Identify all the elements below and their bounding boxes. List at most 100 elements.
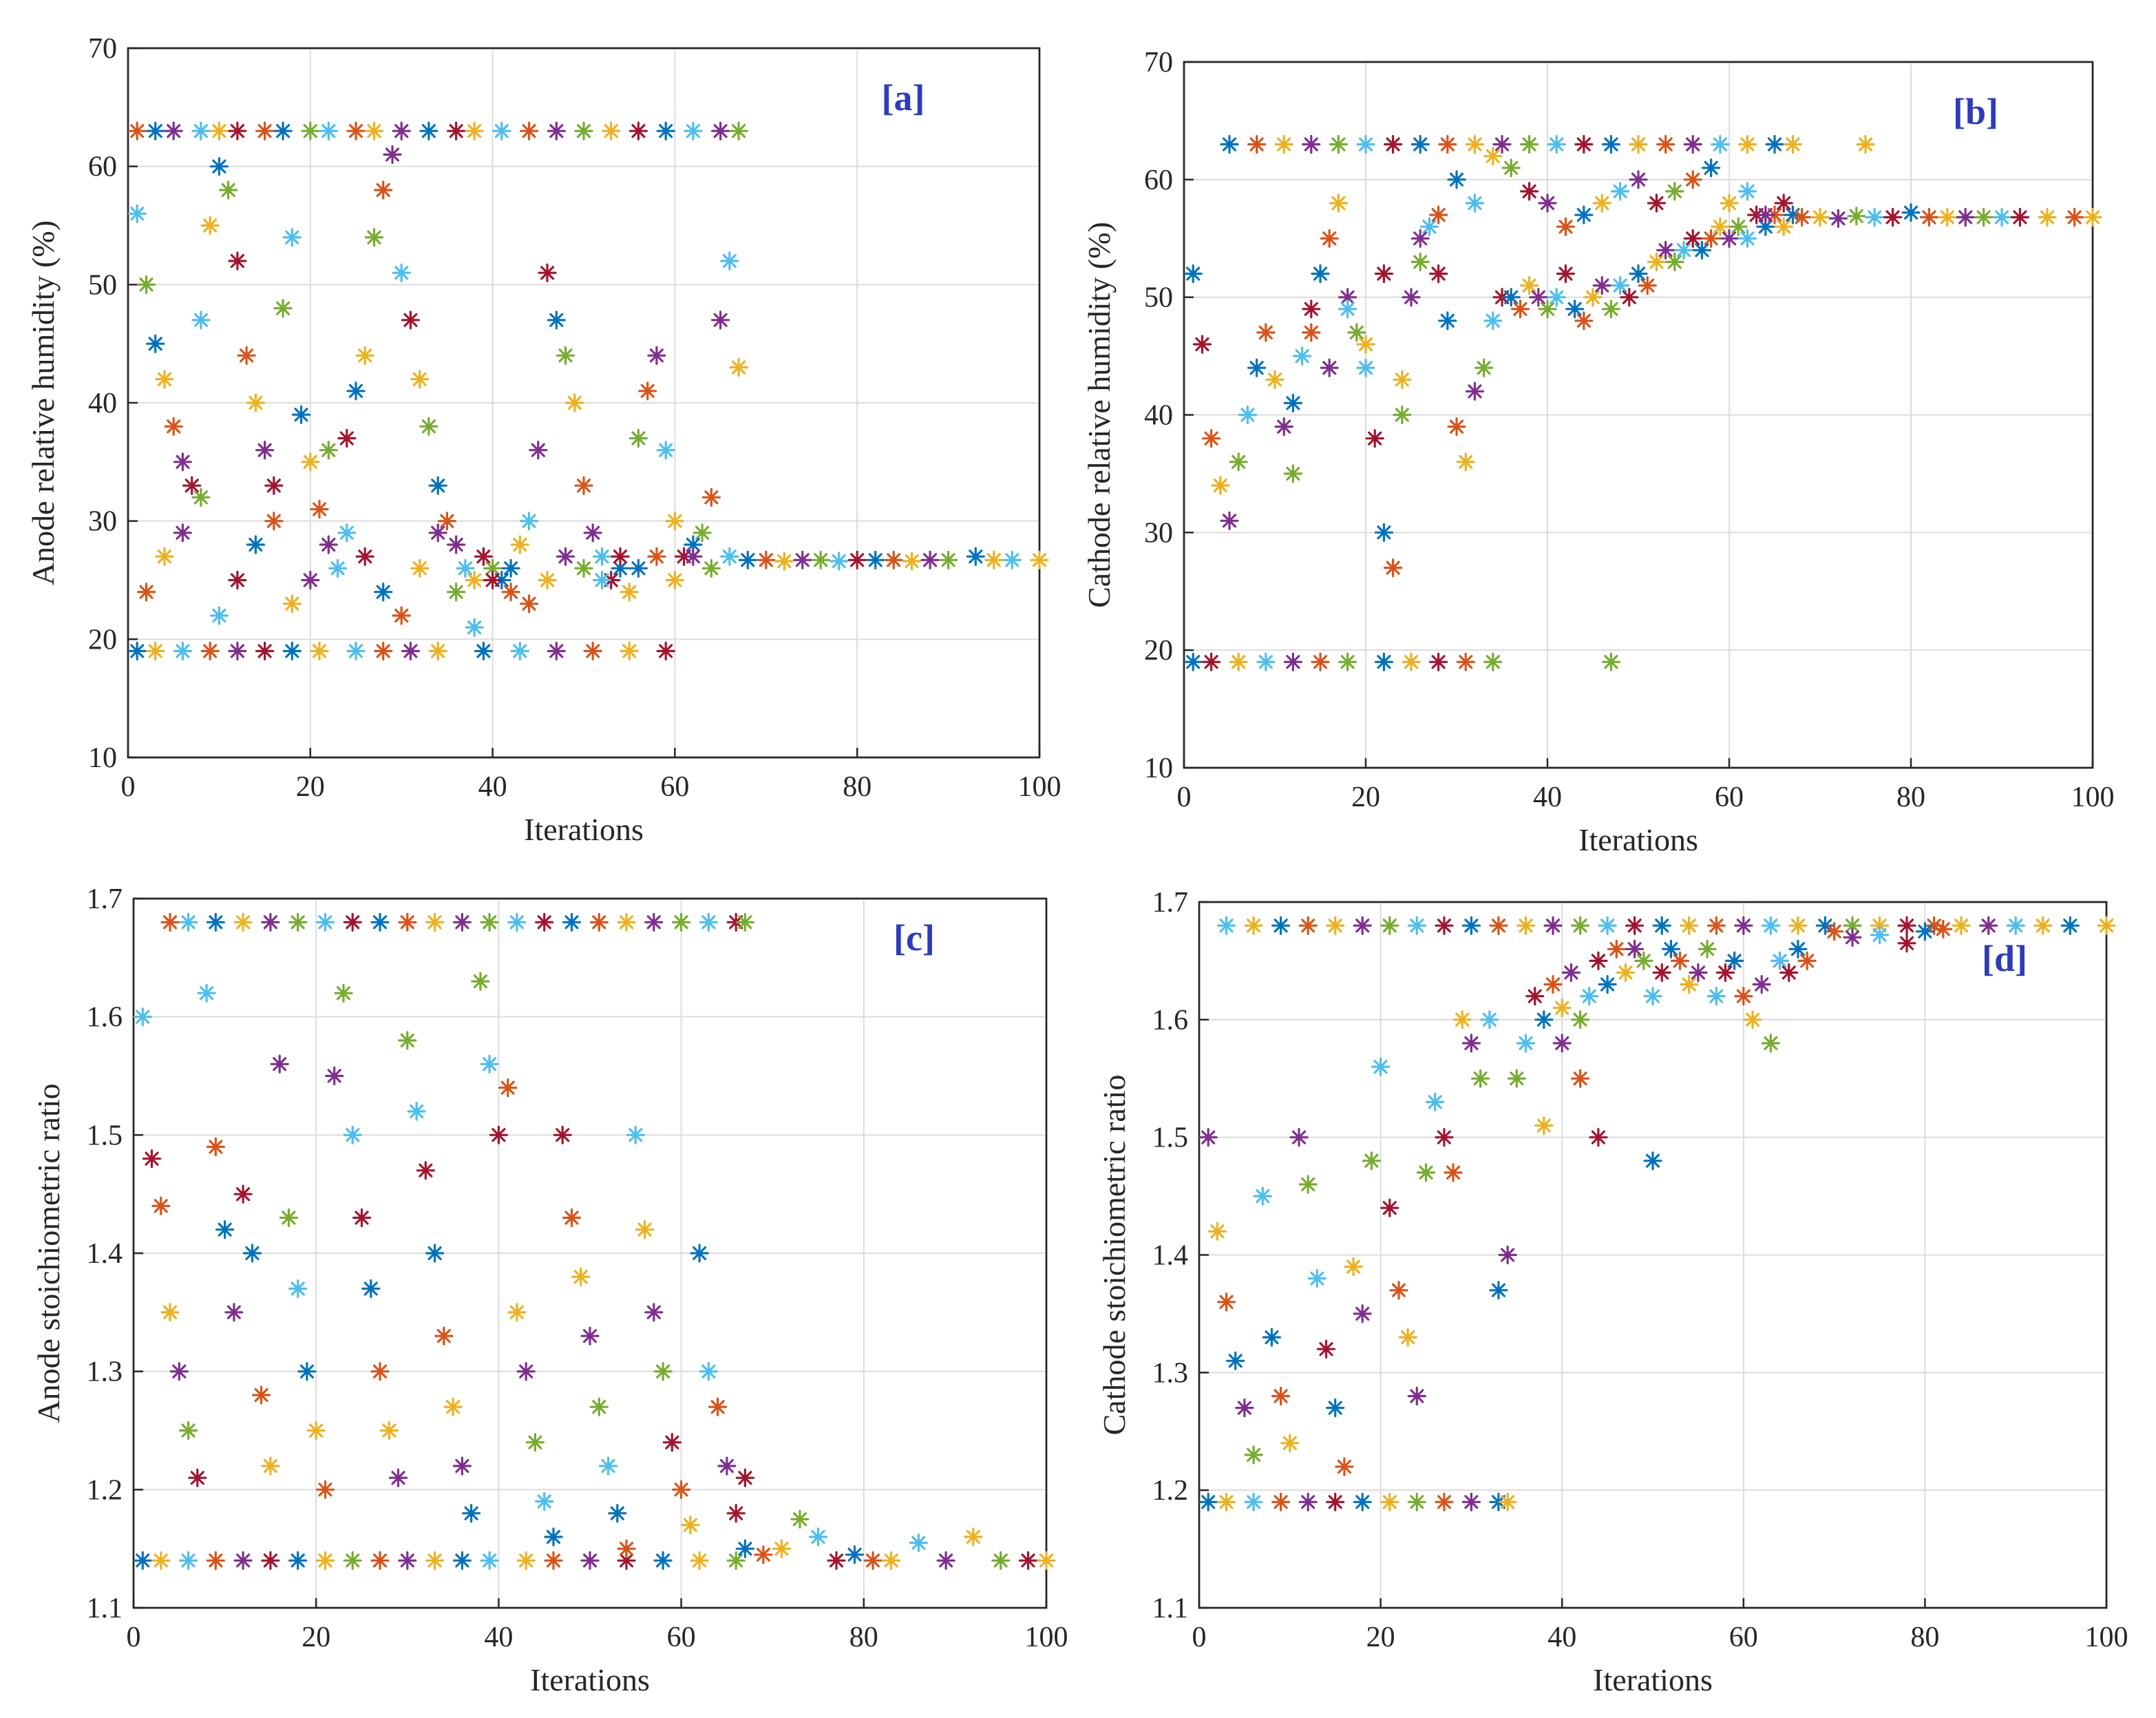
data-point-asterisk: [1652, 963, 1671, 983]
data-point-asterisk: [133, 1007, 152, 1027]
data-point-asterisk: [1737, 135, 1757, 154]
data-point-asterisk: [829, 552, 849, 571]
data-point-asterisk: [684, 535, 703, 554]
data-point-asterisk: [535, 912, 554, 932]
data-point-asterisk: [1788, 916, 1808, 935]
data-point-asterisk: [516, 1551, 536, 1570]
data-point-asterisk: [209, 157, 229, 176]
y-tick-label: 1.4: [1152, 1240, 1189, 1272]
data-point-asterisk: [1589, 1128, 1608, 1147]
data-point-asterisk: [1734, 987, 1753, 1006]
data-point-asterisk: [1456, 452, 1475, 472]
data-point-asterisk: [1534, 1116, 1554, 1135]
data-point-asterisk: [1661, 939, 1680, 958]
data-point-asterisk: [173, 641, 192, 661]
data-point-asterisk: [315, 912, 335, 932]
data-point-asterisk: [690, 1244, 709, 1263]
data-point-asterisk: [160, 912, 180, 932]
data-point-asterisk: [1338, 300, 1357, 319]
data-point-asterisk: [233, 912, 253, 932]
data-point-asterisk: [708, 1397, 728, 1416]
data-point-asterisk: [611, 558, 630, 578]
data-point-asterisk: [1974, 207, 1994, 227]
data-point-asterisk: [1030, 550, 1049, 569]
data-point-asterisk: [1828, 209, 1848, 228]
data-point-asterisk: [1244, 1445, 1263, 1465]
data-point-asterisk: [209, 121, 229, 140]
data-point-asterisk: [191, 121, 211, 140]
data-point-asterisk: [310, 499, 329, 519]
data-point-asterisk: [720, 251, 739, 271]
data-point-asterisk: [574, 558, 593, 578]
data-point-asterisk: [672, 912, 691, 932]
data-point-asterisk: [388, 1468, 408, 1487]
data-point-asterisk: [282, 594, 302, 614]
data-point-asterisk: [1543, 975, 1563, 994]
data-point-asterisk: [319, 535, 338, 554]
data-point-asterisk: [474, 547, 493, 566]
data-point-asterisk: [1574, 135, 1594, 154]
data-point-asterisk: [1797, 951, 1817, 970]
data-point-asterisk: [474, 641, 493, 661]
x-tick-label: 80: [1896, 782, 1925, 813]
data-point-asterisk: [1683, 170, 1702, 189]
data-point-asterisk: [693, 523, 712, 543]
data-point-asterisk: [127, 121, 147, 140]
data-point-asterisk: [1274, 135, 1293, 154]
data-point-asterisk: [392, 606, 411, 625]
data-point-asterisk: [483, 558, 503, 578]
data-point-asterisk: [374, 641, 393, 661]
data-point-asterisk: [182, 476, 202, 495]
data-point-asterisk: [173, 452, 192, 472]
y-tick-label: 70: [88, 33, 117, 65]
data-point-asterisk: [1229, 452, 1248, 472]
data-point-asterisk: [401, 641, 420, 661]
data-point-asterisk: [237, 346, 256, 365]
data-point-asterisk: [480, 1551, 499, 1570]
data-point-asterisk: [790, 1509, 810, 1529]
data-point-asterisk: [628, 558, 648, 578]
plot-frame-border: [1183, 61, 2094, 769]
data-point-asterisk: [1552, 1034, 1572, 1053]
data-point-asterisk: [1543, 916, 1563, 935]
data-point-asterisk: [1338, 288, 1357, 307]
data-point-asterisk: [754, 1545, 773, 1564]
data-point-asterisk: [1992, 207, 2011, 227]
data-point-asterisk: [653, 1362, 673, 1381]
data-point-asterisk: [1583, 288, 1603, 307]
data-point-asterisk: [452, 912, 472, 932]
data-point-asterisk: [146, 334, 165, 353]
data-point-asterisk: [337, 523, 357, 543]
data-point-asterisk: [1238, 405, 1257, 425]
data-point-asterisk: [1207, 1222, 1227, 1241]
x-tick-label: 20: [296, 771, 325, 803]
data-point-asterisk: [1356, 335, 1375, 354]
data-point-asterisk: [1183, 264, 1203, 284]
data-point-asterisk: [1483, 311, 1503, 331]
data-point-asterisk: [1574, 205, 1594, 224]
data-point-asterisk: [1897, 934, 1916, 953]
plot-frame-border: [127, 47, 1041, 759]
data-point-asterisk: [1538, 193, 1557, 213]
data-point-asterisk: [544, 1551, 563, 1570]
data-point-asterisk: [1611, 276, 1630, 295]
data-point-asterisk: [1452, 1010, 1472, 1029]
data-point-asterisk: [1326, 1399, 1345, 1418]
data-point-asterisk: [1520, 276, 1539, 295]
data-point-asterisk: [635, 1220, 655, 1239]
data-point-asterisk: [2038, 207, 2057, 227]
x-tick-label: 20: [1351, 782, 1380, 813]
data-point-asterisk: [1715, 963, 1735, 983]
data-point-asterisk: [681, 1516, 700, 1535]
data-point-asterisk: [151, 1551, 171, 1570]
data-point-asterisk: [701, 488, 721, 507]
data-point-asterisk: [1843, 928, 1862, 947]
data-point-asterisk: [1779, 963, 1799, 983]
data-point-asterisk: [662, 1433, 681, 1452]
x-tick-label: 80: [843, 771, 871, 803]
data-point-asterisk: [562, 1208, 582, 1228]
data-point-asterisk: [1925, 916, 1944, 935]
x-tick-label: 0: [127, 1622, 141, 1653]
data-point-asterisk: [1429, 264, 1448, 284]
x-tick-label: 0: [1192, 1622, 1207, 1653]
